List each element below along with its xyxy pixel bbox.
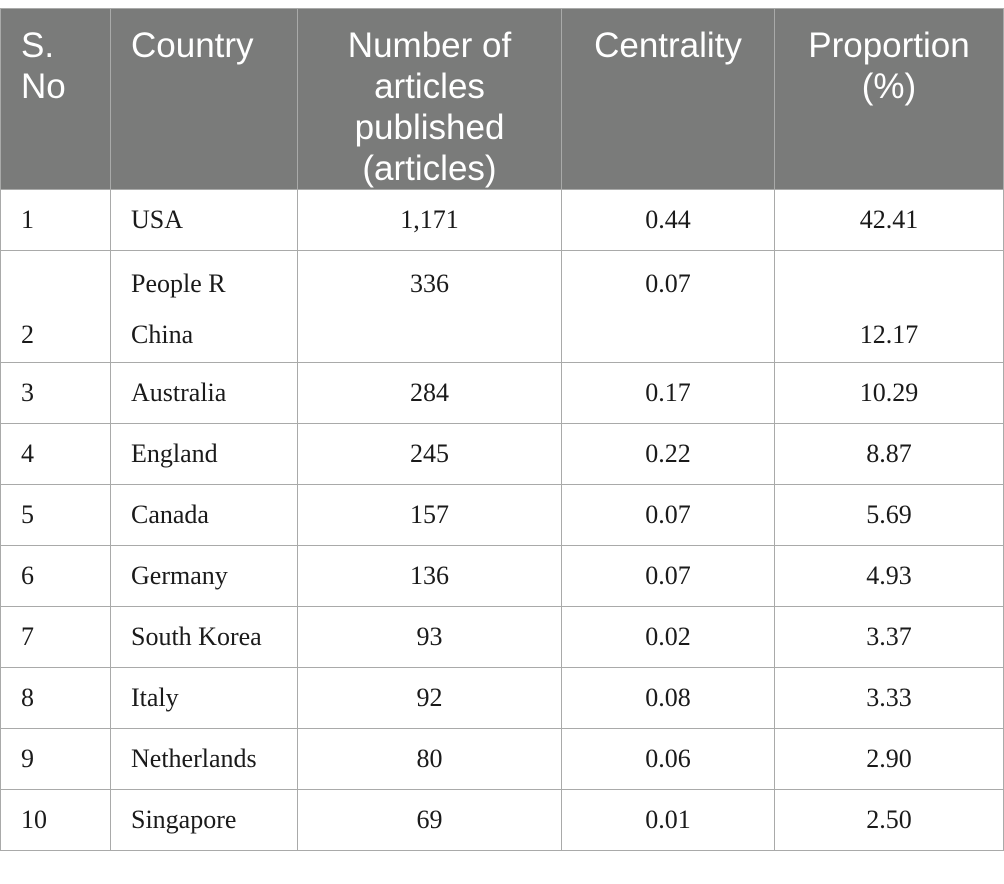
cell-country: Canada xyxy=(110,484,298,546)
cell-centrality: 0.08 xyxy=(561,667,775,729)
header-country: Country xyxy=(110,8,298,190)
cell-sno: 2 xyxy=(0,250,111,363)
cell-articles: 1,171 xyxy=(297,189,562,251)
table-row: 5 Canada 157 0.07 5.69 xyxy=(0,484,1004,546)
cell-articles: 245 xyxy=(297,423,562,485)
table-row: 9 Netherlands 80 0.06 2.90 xyxy=(0,728,1004,790)
cell-sno: 3 xyxy=(0,362,111,424)
cell-articles: 336 xyxy=(297,250,562,363)
header-proportion: Proportion (%) xyxy=(774,8,1004,190)
header-articles: Number of articles published (articles) xyxy=(297,8,562,190)
cell-centrality-text: 0.07 xyxy=(645,269,691,298)
cell-proportion: 2.90 xyxy=(774,728,1004,790)
cell-proportion: 42.41 xyxy=(774,189,1004,251)
cell-proportion: 8.87 xyxy=(774,423,1004,485)
cell-articles: 157 xyxy=(297,484,562,546)
header-centrality: Centrality xyxy=(561,8,775,190)
cell-sno: 8 xyxy=(0,667,111,729)
cell-articles: 93 xyxy=(297,606,562,668)
cell-centrality: 0.17 xyxy=(561,362,775,424)
cell-sno: 4 xyxy=(0,423,111,485)
cell-centrality: 0.07 xyxy=(561,250,775,363)
cell-country: People R China xyxy=(110,250,298,363)
cell-proportion: 12.17 xyxy=(774,250,1004,363)
cell-articles: 80 xyxy=(297,728,562,790)
cell-articles: 69 xyxy=(297,789,562,851)
cell-proportion: 10.29 xyxy=(774,362,1004,424)
cell-country: Germany xyxy=(110,545,298,607)
table-header: S. No Country Number of articles publish… xyxy=(0,8,1004,190)
country-table-container: S. No Country Number of articles publish… xyxy=(0,8,1004,851)
cell-articles: 136 xyxy=(297,545,562,607)
cell-proportion-text: 12.17 xyxy=(859,320,919,349)
table-body: 1 USA 1,171 0.44 42.41 2 People R China … xyxy=(0,189,1004,851)
cell-centrality: 0.44 xyxy=(561,189,775,251)
cell-sno: 5 xyxy=(0,484,111,546)
cell-sno: 9 xyxy=(0,728,111,790)
cell-sno: 6 xyxy=(0,545,111,607)
cell-proportion: 3.33 xyxy=(774,667,1004,729)
table-row: 3 Australia 284 0.17 10.29 xyxy=(0,362,1004,424)
cell-articles: 92 xyxy=(297,667,562,729)
cell-sno-text: 2 xyxy=(21,320,34,349)
table-row: 1 USA 1,171 0.44 42.41 xyxy=(0,189,1004,251)
cell-centrality: 0.22 xyxy=(561,423,775,485)
table-row: 10 Singapore 69 0.01 2.50 xyxy=(0,789,1004,851)
cell-sno: 1 xyxy=(0,189,111,251)
cell-sno: 7 xyxy=(0,606,111,668)
cell-centrality: 0.02 xyxy=(561,606,775,668)
cell-proportion: 3.37 xyxy=(774,606,1004,668)
cell-country: Australia xyxy=(110,362,298,424)
cell-country-line2: China xyxy=(131,320,194,349)
cell-articles-text: 336 xyxy=(410,269,449,298)
cell-country-line1: People R xyxy=(131,269,226,298)
cell-articles: 284 xyxy=(297,362,562,424)
cell-centrality: 0.07 xyxy=(561,545,775,607)
cell-country: USA xyxy=(110,189,298,251)
cell-proportion: 2.50 xyxy=(774,789,1004,851)
cell-centrality: 0.06 xyxy=(561,728,775,790)
table-row: 4 England 245 0.22 8.87 xyxy=(0,423,1004,485)
cell-country: South Korea xyxy=(110,606,298,668)
cell-country: England xyxy=(110,423,298,485)
country-articles-table: S. No Country Number of articles publish… xyxy=(0,8,1004,851)
cell-sno: 10 xyxy=(0,789,111,851)
table-row: 8 Italy 92 0.08 3.33 xyxy=(0,667,1004,729)
cell-proportion: 4.93 xyxy=(774,545,1004,607)
cell-country: Singapore xyxy=(110,789,298,851)
cell-centrality: 0.01 xyxy=(561,789,775,851)
cell-country: Netherlands xyxy=(110,728,298,790)
cell-proportion: 5.69 xyxy=(774,484,1004,546)
header-sno: S. No xyxy=(0,8,111,190)
cell-centrality: 0.07 xyxy=(561,484,775,546)
header-row: S. No Country Number of articles publish… xyxy=(0,8,1004,190)
cell-country: Italy xyxy=(110,667,298,729)
table-row: 2 People R China 336 0.07 12.17 xyxy=(0,250,1004,363)
table-row: 7 South Korea 93 0.02 3.37 xyxy=(0,606,1004,668)
table-row: 6 Germany 136 0.07 4.93 xyxy=(0,545,1004,607)
